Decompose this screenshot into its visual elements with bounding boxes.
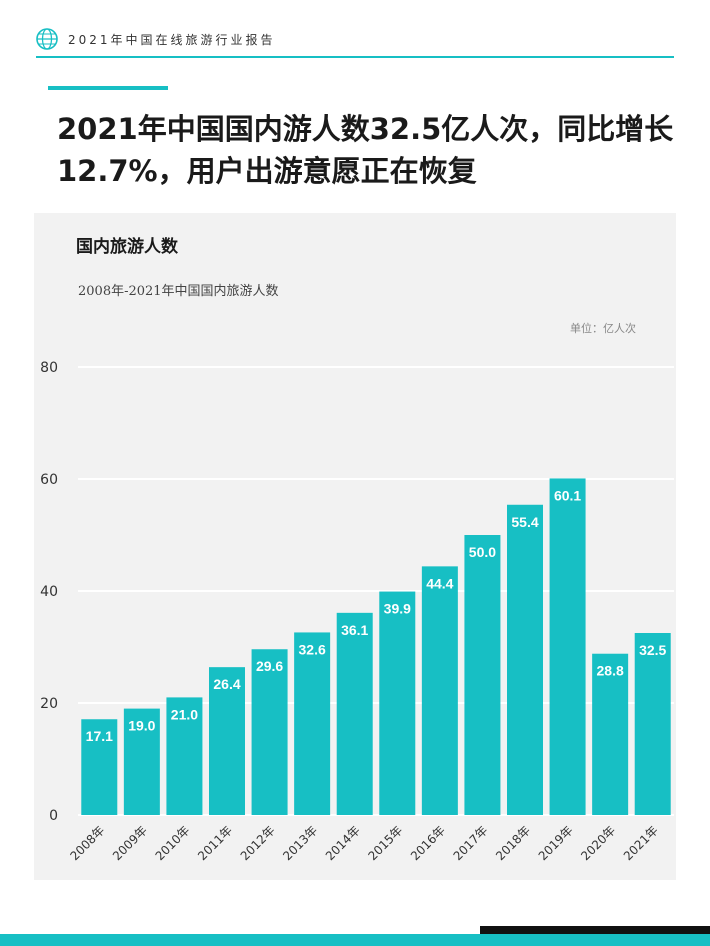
x-tick-label: 2014年 bbox=[323, 823, 363, 863]
bar-value-label: 55.4 bbox=[511, 514, 538, 530]
x-tick-label: 2017年 bbox=[451, 823, 491, 863]
y-tick-label: 20 bbox=[40, 696, 58, 712]
bar bbox=[209, 667, 245, 815]
bar bbox=[294, 632, 331, 815]
chart-subtitle: 2008年-2021年中国国内旅游人数 bbox=[78, 284, 279, 299]
header-divider bbox=[36, 56, 674, 58]
x-tick-label: 2008年 bbox=[67, 823, 107, 863]
bar-value-label: 39.9 bbox=[384, 601, 411, 617]
bar-value-label: 32.5 bbox=[639, 642, 666, 658]
x-tick-label: 2019年 bbox=[536, 823, 576, 863]
bar-value-label: 32.6 bbox=[299, 641, 326, 657]
bar bbox=[336, 612, 373, 815]
x-tick-label: 2012年 bbox=[238, 823, 278, 863]
y-tick-label: 40 bbox=[40, 584, 58, 600]
chart-unit-label: 单位：亿人次 bbox=[570, 322, 636, 335]
bar-value-label: 36.1 bbox=[341, 622, 368, 638]
x-tick-label: 2013年 bbox=[280, 823, 320, 863]
bar bbox=[549, 478, 586, 815]
y-tick-label: 0 bbox=[49, 808, 58, 824]
bar-value-label: 60.1 bbox=[554, 487, 581, 503]
footer-dark-bar bbox=[480, 926, 710, 934]
x-tick-label: 2010年 bbox=[153, 823, 193, 863]
bar bbox=[507, 504, 543, 815]
page-headline: 2021年中国国内游人数32.5亿人次，同比增长12.7%，用户出游意愿正在恢复 bbox=[57, 112, 674, 188]
bar-value-label: 19.0 bbox=[128, 718, 155, 734]
bar bbox=[123, 708, 160, 815]
x-tick-label: 2009年 bbox=[110, 823, 150, 863]
bar bbox=[379, 591, 416, 815]
bar-value-label: 50.0 bbox=[469, 544, 496, 560]
report-header: 2021年中国在线旅游行业报告 bbox=[36, 26, 276, 52]
bar bbox=[592, 653, 629, 815]
bar-value-label: 44.4 bbox=[426, 575, 453, 591]
bar bbox=[166, 697, 203, 815]
x-tick-label: 2015年 bbox=[365, 823, 405, 863]
x-tick-label: 2021年 bbox=[621, 823, 661, 863]
bar bbox=[421, 566, 458, 815]
bar bbox=[81, 719, 118, 815]
bar bbox=[251, 649, 288, 815]
y-tick-label: 80 bbox=[40, 360, 58, 376]
x-tick-label: 2018年 bbox=[493, 823, 533, 863]
globe-icon bbox=[36, 28, 58, 50]
bar-value-label: 29.6 bbox=[256, 658, 283, 674]
footer-accent-bar bbox=[0, 934, 710, 946]
bar-value-label: 26.4 bbox=[213, 676, 240, 692]
x-tick-label: 2020年 bbox=[578, 823, 618, 863]
y-tick-label: 60 bbox=[40, 472, 58, 488]
x-tick-label: 2016年 bbox=[408, 823, 448, 863]
headline-accent-bar bbox=[48, 86, 168, 90]
x-tick-label: 2011年 bbox=[195, 823, 235, 863]
chart-title: 国内旅游人数 bbox=[76, 237, 178, 257]
bar-value-label: 17.1 bbox=[86, 728, 113, 744]
bar bbox=[634, 633, 671, 815]
bar bbox=[464, 535, 501, 815]
report-title: 2021年中国在线旅游行业报告 bbox=[68, 32, 276, 47]
bar-value-label: 28.8 bbox=[597, 663, 624, 679]
bar-value-label: 21.0 bbox=[171, 706, 198, 722]
